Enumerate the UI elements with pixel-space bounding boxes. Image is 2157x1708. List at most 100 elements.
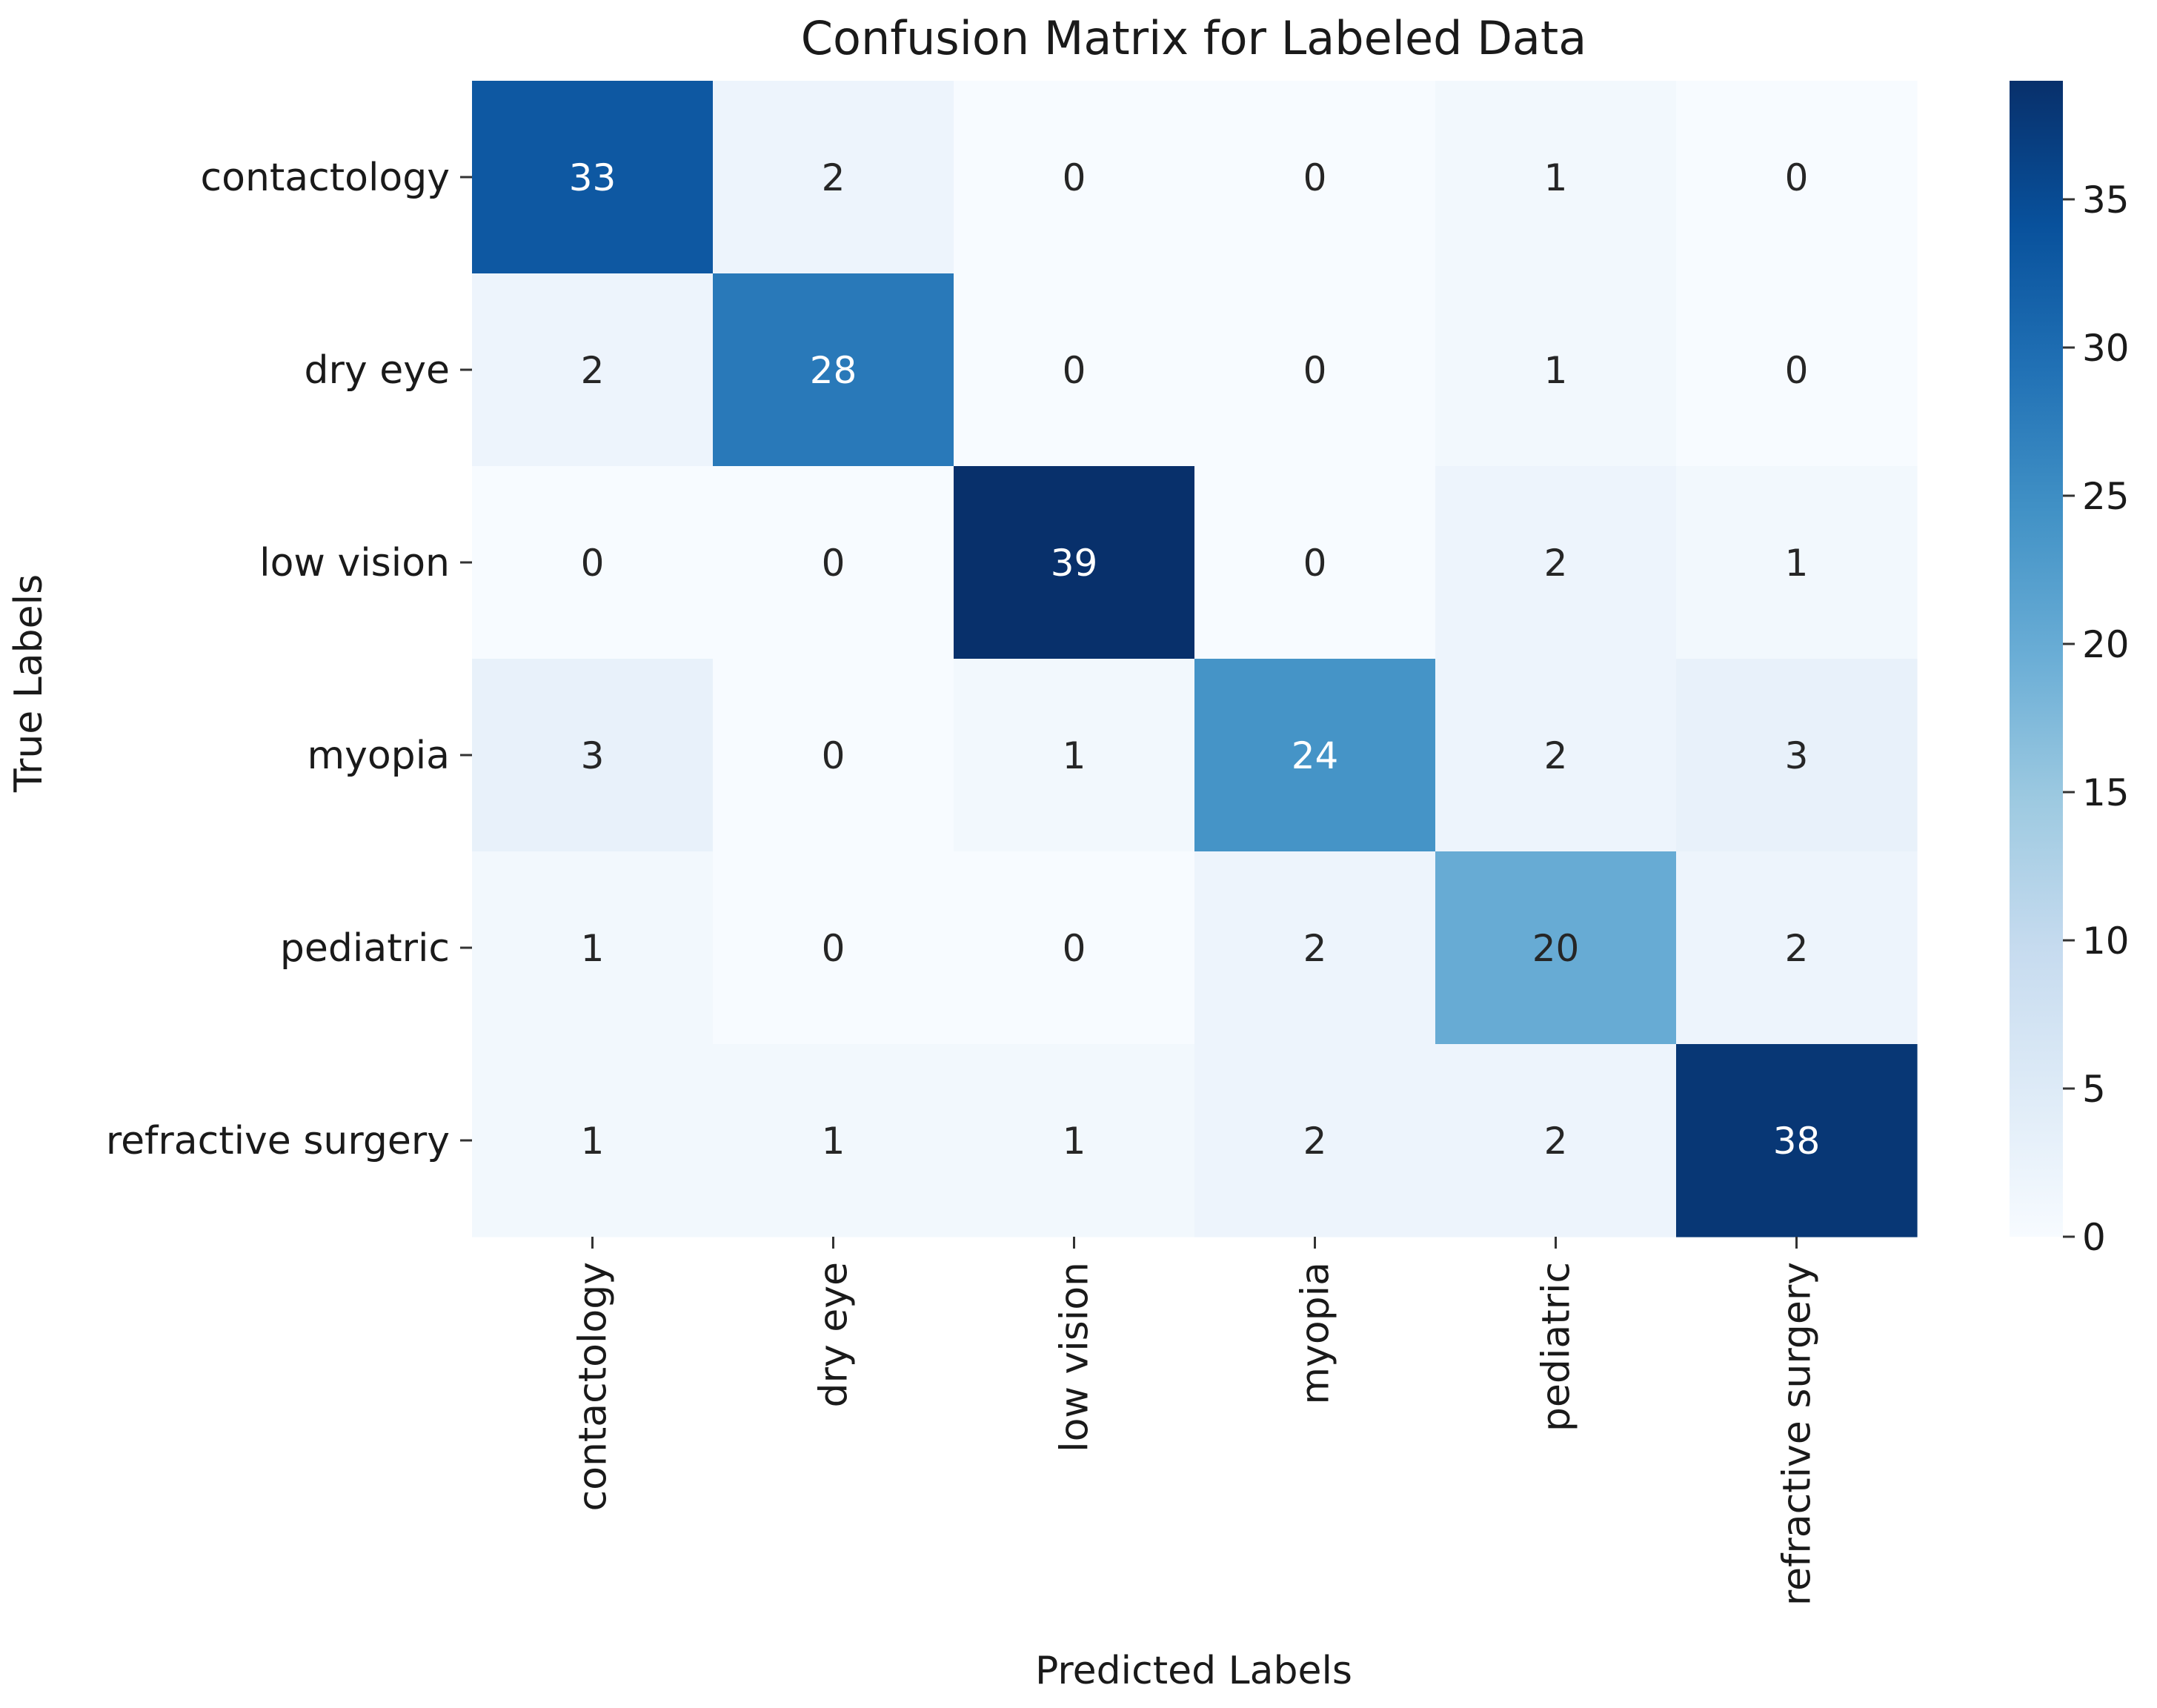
heatmap-cell-r5-c0 <box>472 1044 714 1237</box>
heatmap-cell-r0-c5 <box>1676 81 1918 274</box>
heatmap-cell-r5-c4 <box>1435 1044 1677 1237</box>
colorbar-gradient <box>2010 81 2063 1237</box>
colorbar-tick-label-0: 0 <box>2082 1216 2106 1259</box>
cell-value-r3-c3: 24 <box>1292 734 1339 777</box>
cell-value-r4-c4: 20 <box>1532 927 1580 970</box>
cell-value-r3-c1: 0 <box>822 734 845 777</box>
heatmap-cell-r2-c3 <box>1194 466 1436 659</box>
cell-value-r5-c5: 38 <box>1773 1120 1821 1163</box>
chart-title: Confusion Matrix for Labeled Data <box>801 11 1586 65</box>
colorbar-tick-label-6: 30 <box>2082 327 2130 370</box>
heatmap-cell-r5-c2 <box>954 1044 1195 1237</box>
heatmap-cell-r1-c5 <box>1676 273 1918 467</box>
heatmap-cell-r2-c1 <box>713 466 954 659</box>
cell-value-r0-c0: 33 <box>569 156 616 199</box>
cell-value-r2-c5: 1 <box>1785 542 1809 585</box>
heatmap-cell-r1-c0 <box>472 273 714 467</box>
y-tick-label-4: pediatric <box>280 926 450 971</box>
x-tick-label-5: refractive surgery <box>1775 1262 1820 1606</box>
cell-value-r5-c3: 2 <box>1303 1120 1327 1163</box>
heatmap-cell-r5-c1 <box>713 1044 954 1237</box>
cell-value-r3-c5: 3 <box>1785 734 1809 777</box>
heatmap-cell-r3-c3 <box>1194 659 1436 852</box>
heatmap-cell-r1-c4 <box>1435 273 1677 467</box>
cell-value-r0-c1: 2 <box>822 156 845 199</box>
cell-value-r2-c4: 2 <box>1544 542 1568 585</box>
y-tick-label-0: contactology <box>201 156 450 200</box>
heatmap-cell-r5-c3 <box>1194 1044 1436 1237</box>
heatmap-cell-r4-c5 <box>1676 851 1918 1045</box>
cell-value-r2-c0: 0 <box>581 542 605 585</box>
cell-value-r3-c2: 1 <box>1063 734 1086 777</box>
heatmap-cell-r3-c0 <box>472 659 714 852</box>
cell-value-r5-c0: 1 <box>581 1120 605 1163</box>
cell-value-r1-c2: 0 <box>1063 349 1086 392</box>
cell-value-r0-c2: 0 <box>1063 156 1086 199</box>
heatmap-cell-r4-c0 <box>472 851 714 1045</box>
colorbar: 0 5 10 15 20 25 30 35 <box>2010 81 2130 1259</box>
cell-value-r2-c1: 0 <box>822 542 845 585</box>
heatmap-cell-r2-c2 <box>954 466 1195 659</box>
x-tick-label-1: dry eye <box>812 1262 857 1407</box>
x-axis: contactology dry eye low vision myopia pedia… <box>571 1237 1820 1606</box>
heatmap-cell-r4-c4 <box>1435 851 1677 1045</box>
heatmap-cell-r2-c4 <box>1435 466 1677 659</box>
cell-value-r4-c3: 2 <box>1303 927 1327 970</box>
colorbar-tick-label-1: 5 <box>2082 1068 2106 1111</box>
cell-value-r0-c5: 0 <box>1785 156 1809 199</box>
heatmap-cell-r0-c3 <box>1194 81 1436 274</box>
cell-value-r4-c0: 1 <box>581 927 605 970</box>
cell-value-r4-c1: 0 <box>822 927 845 970</box>
heatmap-cell-r2-c5 <box>1676 466 1918 659</box>
x-tick-label-3: myopia <box>1294 1262 1338 1405</box>
colorbar-tick-label-3: 15 <box>2082 771 2130 814</box>
heatmap-cell-r0-c4 <box>1435 81 1677 274</box>
heatmap-cell-r3-c4 <box>1435 659 1677 852</box>
colorbar-tick-label-2: 10 <box>2082 920 2130 963</box>
cell-value-r4-c5: 2 <box>1785 927 1809 970</box>
y-axis: contactology dry eye low vision myopia pedia… <box>106 156 472 1163</box>
cell-value-r1-c3: 0 <box>1303 349 1327 392</box>
y-tick-label-3: myopia <box>307 734 450 778</box>
x-tick-label-2: low vision <box>1053 1262 1097 1452</box>
y-tick-label-2: low vision <box>259 541 450 585</box>
y-tick-label-5: refractive surgery <box>106 1119 450 1163</box>
heatmap-cell-r2-c0 <box>472 466 714 659</box>
cell-value-r5-c2: 1 <box>1063 1120 1086 1163</box>
cell-value-r0-c3: 0 <box>1303 156 1327 199</box>
heatmap-cell-r3-c5 <box>1676 659 1918 852</box>
cell-value-r1-c5: 0 <box>1785 349 1809 392</box>
cell-value-r3-c4: 2 <box>1544 734 1568 777</box>
heatmap-cell-r1-c2 <box>954 273 1195 467</box>
cell-value-r2-c3: 0 <box>1303 542 1327 585</box>
colorbar-tick-label-5: 25 <box>2082 475 2130 518</box>
cell-value-r0-c4: 1 <box>1544 156 1568 199</box>
cell-value-r1-c1: 28 <box>810 349 857 392</box>
colorbar-tick-label-4: 20 <box>2082 623 2130 666</box>
heatmap-cell-r5-c5 <box>1676 1044 1918 1237</box>
heatmap-cell-r3-c2 <box>954 659 1195 852</box>
cell-value-r3-c0: 3 <box>581 734 605 777</box>
x-tick-label-4: pediatric <box>1535 1262 1579 1432</box>
cell-value-r2-c2: 39 <box>1051 542 1098 585</box>
cell-value-r1-c4: 1 <box>1544 349 1568 392</box>
colorbar-tick-label-7: 35 <box>2082 179 2130 222</box>
heatmap-cell-r3-c1 <box>713 659 954 852</box>
heatmap-cell-r1-c1 <box>713 273 954 467</box>
cell-value-r1-c0: 2 <box>581 349 605 392</box>
heatmap-cells <box>472 81 1918 1237</box>
heatmap-cell-r4-c2 <box>954 851 1195 1045</box>
y-tick-label-1: dry eye <box>305 348 450 393</box>
heatmap-cell-r0-c0 <box>472 81 714 274</box>
y-axis-label: True Labels <box>7 574 51 793</box>
x-axis-label: Predicted Labels <box>1035 1649 1352 1693</box>
heatmap-cell-labels: 33 2 0 0 1 02 28 0 0 1 00 0 39 0 2 13 0 1 24 2 31 0 0 2 20 21 1 1 2 2… <box>569 156 1821 1163</box>
cell-value-r5-c4: 2 <box>1544 1120 1568 1163</box>
cell-value-r4-c2: 0 <box>1063 927 1086 970</box>
cell-value-r5-c1: 1 <box>822 1120 845 1163</box>
heatmap-cell-r0-c2 <box>954 81 1195 274</box>
heatmap-cell-r1-c3 <box>1194 273 1436 467</box>
heatmap-cell-r0-c1 <box>713 81 954 274</box>
